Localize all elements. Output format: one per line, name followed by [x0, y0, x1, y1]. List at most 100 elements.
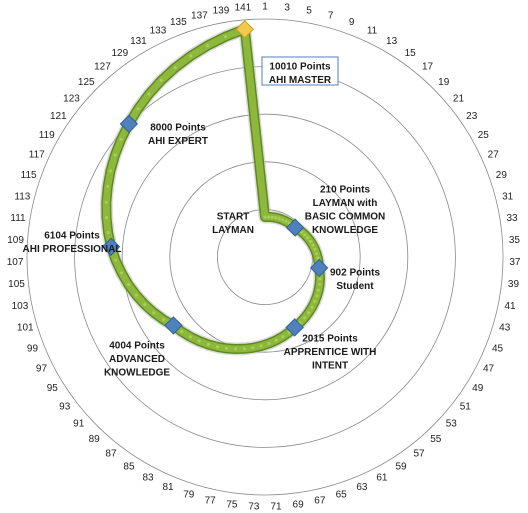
category-label: 99: [27, 343, 39, 354]
category-label: 27: [488, 150, 500, 161]
annotation-text: 4004 Points: [109, 341, 165, 352]
annotation-text: START: [217, 212, 250, 223]
category-label: 125: [78, 77, 95, 88]
category-label: 141: [235, 3, 252, 14]
data-point: [303, 233, 307, 237]
data-point: [315, 294, 319, 298]
data-point: [259, 344, 263, 348]
category-label: 41: [504, 301, 516, 312]
data-point: [270, 215, 274, 219]
category-label: 91: [73, 418, 85, 429]
data-point: [215, 345, 219, 349]
data-point: [109, 169, 113, 173]
category-label: 37: [509, 257, 521, 268]
category-label: 53: [446, 418, 458, 429]
data-point: [113, 153, 117, 157]
data-point: [134, 293, 138, 297]
category-label: 101: [17, 323, 34, 334]
category-label: 137: [191, 10, 208, 21]
category-label: 33: [506, 213, 518, 224]
category-label: 93: [59, 401, 71, 412]
data-point: [114, 258, 118, 262]
data-point: [206, 44, 210, 48]
category-label: 97: [36, 364, 48, 375]
category-label: 79: [183, 490, 195, 501]
data-point: [315, 252, 319, 256]
data-point: [242, 347, 246, 351]
category-label: 89: [89, 434, 101, 445]
data-point: [274, 216, 278, 220]
category-label: 49: [472, 383, 484, 394]
annotation-text: APPRENTICE WITH: [284, 347, 377, 358]
data-point: [307, 311, 311, 315]
annotation-text: 10010 Points: [269, 62, 331, 73]
milestone-marker: [164, 316, 183, 335]
category-label: 31: [502, 191, 514, 202]
data-point: [318, 277, 322, 281]
data-point: [311, 243, 315, 247]
category-label: 59: [395, 461, 407, 472]
data-point: [197, 339, 201, 343]
category-label: 127: [94, 62, 111, 73]
category-label: 55: [430, 434, 442, 445]
data-point: [126, 283, 130, 287]
data-point: [308, 239, 312, 243]
data-point: [159, 78, 163, 82]
data-point: [147, 92, 151, 96]
grid-ring: [121, 113, 409, 401]
annotation-text: Student: [336, 281, 374, 292]
category-label: 123: [63, 93, 80, 104]
category-label: 51: [460, 401, 472, 412]
category-label: 135: [170, 17, 187, 28]
annotation-box: [261, 56, 339, 86]
milestone-marker: [235, 20, 254, 39]
data-point: [234, 347, 238, 351]
data-point: [306, 236, 310, 240]
category-label: 61: [376, 473, 388, 484]
category-label: 43: [499, 323, 511, 334]
data-point: [180, 330, 184, 334]
category-label: 17: [422, 62, 434, 73]
category-label: 139: [213, 6, 230, 17]
data-point: [281, 218, 285, 222]
annotation-text: AHI PROFESSIONAL: [23, 244, 122, 255]
category-label: 117: [29, 150, 45, 161]
category-label: 3: [284, 3, 290, 14]
category-label: 71: [270, 501, 282, 512]
milestone-marker: [285, 318, 304, 337]
annotation-text: 902 Points: [330, 268, 380, 279]
category-label: 111: [10, 213, 26, 224]
annotation-text: ADVANCED: [109, 354, 165, 365]
category-label: 103: [12, 301, 29, 312]
category-label: 129: [112, 48, 129, 59]
data-point: [106, 231, 110, 235]
category-label: 115: [21, 170, 37, 181]
data-point: [161, 318, 165, 322]
grid-ring: [26, 18, 504, 496]
category-label: 69: [293, 499, 305, 510]
data-point: [224, 35, 228, 39]
data-point: [274, 338, 278, 342]
data-point: [188, 335, 192, 339]
data-point: [267, 215, 271, 219]
annotation-text: LAYMAN with: [313, 198, 378, 209]
data-point: [313, 300, 317, 304]
category-label: 47: [483, 364, 495, 375]
category-label: 11: [367, 26, 378, 37]
category-label: 95: [47, 383, 59, 394]
annotation-text: KNOWLEDGE: [312, 225, 378, 236]
category-label: 75: [226, 499, 238, 510]
category-label: 7: [328, 10, 334, 21]
data-point: [104, 216, 108, 220]
annotation-text: 8000 Points: [150, 123, 206, 134]
annotation-text: KNOWLEDGE: [104, 368, 170, 379]
category-label: 87: [105, 449, 117, 460]
category-label: 63: [356, 482, 368, 493]
annotation-text: LAYMAN: [212, 225, 254, 236]
category-label: 77: [205, 496, 217, 507]
annotation-text: INTENT: [312, 361, 348, 372]
annotation-text: AHI EXPERT: [148, 136, 208, 147]
category-label: 21: [453, 93, 465, 104]
category-label: 5: [306, 6, 312, 17]
